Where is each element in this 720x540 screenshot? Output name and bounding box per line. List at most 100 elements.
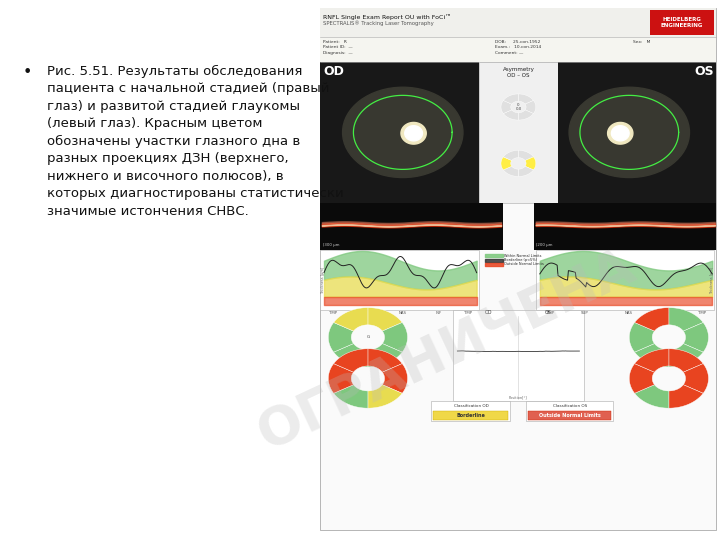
Polygon shape <box>683 322 708 352</box>
Polygon shape <box>669 343 703 367</box>
Text: OD: OD <box>485 310 492 315</box>
Polygon shape <box>368 343 402 367</box>
Text: Exam.:   10.сон.2014: Exam.: 10.сон.2014 <box>495 45 541 50</box>
FancyBboxPatch shape <box>536 250 714 310</box>
Polygon shape <box>518 110 534 120</box>
Polygon shape <box>525 100 536 113</box>
Polygon shape <box>629 363 654 393</box>
Text: Diagnosis:  —: Diagnosis: — <box>323 51 353 55</box>
Text: OS: OS <box>545 310 552 315</box>
Text: SUP: SUP <box>359 311 367 315</box>
Text: Outside Normal Limits: Outside Normal Limits <box>504 262 544 266</box>
Polygon shape <box>634 384 669 408</box>
Text: ОГРАНИЧЕНА: ОГРАНИЧЕНА <box>250 241 643 461</box>
Polygon shape <box>501 100 512 113</box>
Polygon shape <box>669 308 703 331</box>
Polygon shape <box>518 150 534 160</box>
Polygon shape <box>503 150 518 160</box>
FancyBboxPatch shape <box>453 310 584 401</box>
Polygon shape <box>368 349 402 372</box>
Polygon shape <box>401 123 426 144</box>
FancyBboxPatch shape <box>558 62 716 203</box>
Text: TMP: TMP <box>698 311 706 315</box>
Circle shape <box>569 87 690 178</box>
FancyBboxPatch shape <box>534 203 716 250</box>
Polygon shape <box>405 126 423 141</box>
Text: RNFL Single Exam Report OU with FoCi™: RNFL Single Exam Report OU with FoCi™ <box>323 15 451 21</box>
Text: Classification OD: Classification OD <box>454 404 488 408</box>
Text: OS: OS <box>694 65 714 78</box>
FancyBboxPatch shape <box>320 8 716 37</box>
Polygon shape <box>683 363 708 393</box>
FancyBboxPatch shape <box>526 401 613 421</box>
Text: Position[°]: Position[°] <box>509 396 528 400</box>
Text: Comment: —: Comment: — <box>495 51 523 55</box>
Text: TMP: TMP <box>329 311 337 315</box>
Text: Within Normal Limits: Within Normal Limits <box>504 254 541 258</box>
Text: •: • <box>22 65 32 80</box>
Polygon shape <box>669 384 703 408</box>
Polygon shape <box>328 322 354 352</box>
Polygon shape <box>503 94 518 104</box>
Polygon shape <box>634 349 669 372</box>
Text: Patient:   R: Patient: R <box>323 40 347 44</box>
Polygon shape <box>501 157 512 170</box>
Polygon shape <box>634 308 669 331</box>
Text: Borderline: Borderline <box>456 414 485 418</box>
Polygon shape <box>333 308 368 331</box>
FancyBboxPatch shape <box>433 410 508 420</box>
Text: INF: INF <box>667 311 673 315</box>
Text: TMP: TMP <box>546 311 554 315</box>
Text: Thickness [µm]: Thickness [µm] <box>710 266 714 294</box>
FancyBboxPatch shape <box>320 250 479 310</box>
Text: Outside Normal Limits: Outside Normal Limits <box>539 414 600 418</box>
Polygon shape <box>525 157 536 170</box>
Polygon shape <box>368 308 402 331</box>
FancyBboxPatch shape <box>320 37 716 62</box>
Polygon shape <box>634 343 669 367</box>
Polygon shape <box>333 343 368 367</box>
Polygon shape <box>503 166 518 177</box>
Polygon shape <box>382 363 408 393</box>
Circle shape <box>343 87 463 178</box>
FancyBboxPatch shape <box>431 401 510 421</box>
Polygon shape <box>629 322 654 352</box>
Text: OD: OD <box>323 65 344 78</box>
Text: NAS: NAS <box>625 311 633 315</box>
Text: DOB:     25.сон.1952: DOB: 25.сон.1952 <box>495 40 540 44</box>
Polygon shape <box>328 363 354 393</box>
Text: G: G <box>366 335 369 339</box>
Text: Borderline (p<5%): Borderline (p<5%) <box>504 258 537 262</box>
FancyBboxPatch shape <box>650 10 714 35</box>
FancyBboxPatch shape <box>320 62 479 203</box>
Polygon shape <box>382 322 408 352</box>
Text: SPECTRALIS® Tracking Laser Tomography: SPECTRALIS® Tracking Laser Tomography <box>323 20 434 25</box>
Polygon shape <box>333 349 368 372</box>
Text: Sex:   M: Sex: M <box>634 40 651 44</box>
FancyBboxPatch shape <box>320 8 716 530</box>
Polygon shape <box>611 126 629 141</box>
Text: Patient ID:  —: Patient ID: — <box>323 45 353 50</box>
FancyBboxPatch shape <box>528 410 611 420</box>
Polygon shape <box>333 384 368 408</box>
Polygon shape <box>368 384 402 408</box>
Polygon shape <box>608 123 633 144</box>
Text: 0
0.0: 0 0.0 <box>516 103 521 111</box>
Text: |200 µm: |200 µm <box>536 242 553 247</box>
Polygon shape <box>669 349 703 372</box>
Polygon shape <box>503 110 518 120</box>
Text: NAS: NAS <box>399 311 407 315</box>
Text: TMP: TMP <box>464 311 472 315</box>
Text: Thickness [µm]: Thickness [µm] <box>321 266 325 294</box>
Polygon shape <box>518 166 534 177</box>
Text: Asymmetry
OD – OS: Asymmetry OD – OS <box>503 68 534 78</box>
Text: Рис. 5.51. Результаты обследования
пациента с начальной стадией (правый
глаз) и : Рис. 5.51. Результаты обследования пацие… <box>47 65 343 218</box>
Polygon shape <box>518 94 534 104</box>
FancyBboxPatch shape <box>320 203 503 250</box>
FancyBboxPatch shape <box>479 62 558 203</box>
Text: HEIDELBERG
ENGINEERING: HEIDELBERG ENGINEERING <box>661 17 703 28</box>
Text: INF: INF <box>436 311 442 315</box>
Text: |300 µm: |300 µm <box>323 242 339 247</box>
Text: SUP: SUP <box>580 311 588 315</box>
Text: Classification OS: Classification OS <box>553 404 587 408</box>
